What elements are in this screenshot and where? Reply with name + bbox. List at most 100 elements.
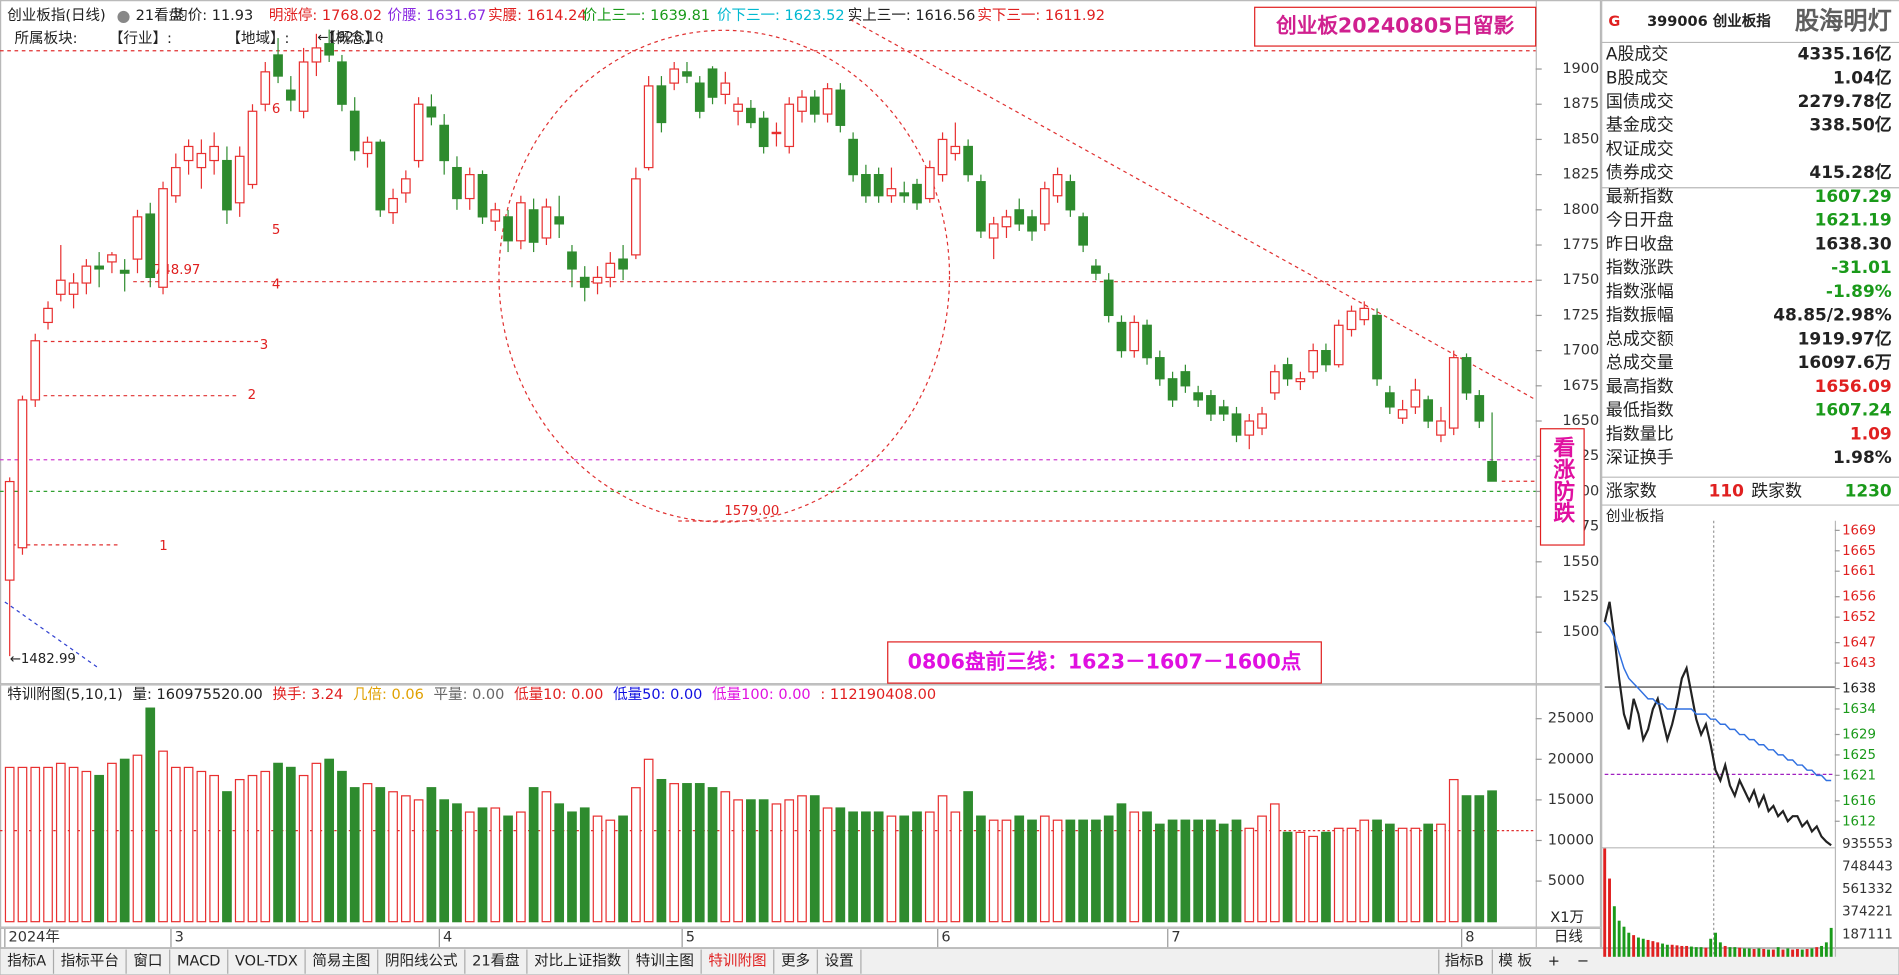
volume-bar	[694, 783, 705, 923]
info-label: 权证成交	[1606, 138, 1674, 158]
volume-bar	[950, 811, 961, 923]
info-label: 指数振幅	[1606, 305, 1674, 325]
volume-header-item: 量: 160975520.00	[133, 687, 263, 703]
period-label[interactable]: 日线	[1554, 928, 1583, 945]
advance-value: 110	[1709, 481, 1744, 501]
candle-body	[1078, 216, 1088, 246]
x-tick-label: 4	[443, 929, 452, 945]
y-tick-label: 1638	[1842, 682, 1876, 697]
toolbar-tab[interactable]: 对比上证指数	[534, 953, 622, 970]
toolbar-tab[interactable]: 特训主图	[636, 953, 694, 970]
annotation: ←1482.99	[10, 652, 76, 667]
y-tick-label: 1500	[1562, 624, 1599, 640]
candle-body	[618, 258, 628, 270]
info-label: 指数涨幅	[1606, 281, 1674, 301]
info-value: 4335.16亿	[1798, 44, 1892, 64]
intraday-volume-bar	[1795, 948, 1799, 957]
info-label: 最新指数	[1606, 186, 1674, 206]
volume-bar	[1461, 795, 1472, 923]
candle-body	[822, 88, 833, 115]
candle-body	[797, 96, 807, 112]
intraday-volume-bar	[1689, 946, 1693, 957]
candle-body	[950, 145, 961, 155]
candle-body	[1295, 378, 1306, 383]
volume-bar	[413, 799, 424, 923]
intraday-volume-bar	[1651, 941, 1655, 957]
toolbar-tab[interactable]: 模 板	[1498, 952, 1532, 970]
toolbar-tab[interactable]: 指标B	[1445, 953, 1484, 970]
info-value: 1.04亿	[1833, 67, 1892, 87]
intraday-volume-bar	[1786, 948, 1790, 957]
toolbar-tab[interactable]: 指标平台	[61, 953, 119, 970]
volume-bar	[937, 795, 948, 923]
y-tick-label: 1621	[1842, 768, 1876, 783]
volume-bar	[1142, 811, 1152, 923]
zoom-in[interactable]: +	[1548, 954, 1560, 970]
candle-body	[1346, 310, 1357, 331]
intraday-volume-bar	[1791, 949, 1795, 957]
toolbar-tab[interactable]: 指标A	[7, 953, 46, 970]
volume-bar	[298, 774, 309, 923]
toolbar-tab[interactable]: 更多	[781, 953, 810, 970]
candle-body	[1218, 406, 1229, 415]
volume-bar	[886, 815, 897, 923]
toolbar-tab[interactable]: 设置	[825, 953, 854, 970]
intraday-volume-bar	[1762, 948, 1766, 957]
y-tick-label: 1643	[1842, 656, 1876, 671]
volume-bar	[733, 799, 743, 923]
candle-body	[209, 145, 219, 162]
volume-bar	[81, 770, 92, 923]
candle-body	[1423, 399, 1434, 422]
intraday-volume-bar	[1776, 947, 1780, 957]
intraday-line	[1603, 601, 1832, 847]
volume-bar	[592, 815, 603, 923]
volume-bar	[567, 811, 577, 923]
volume-bar	[1065, 819, 1076, 923]
volume-bar	[1218, 823, 1229, 923]
toolbar-tab[interactable]: VOL-TDX	[235, 954, 298, 970]
volume-bar	[988, 819, 999, 923]
candle-body	[1257, 413, 1267, 429]
volume-bar	[1359, 819, 1370, 923]
candle-body	[349, 110, 360, 152]
volume-bar	[1410, 827, 1421, 923]
volume-bar	[132, 754, 143, 923]
volume-bar	[1180, 819, 1191, 923]
volume-bar	[183, 766, 194, 923]
volume-bar	[311, 762, 322, 923]
toolbar-tab[interactable]: 窗口	[133, 952, 162, 970]
y-tick-label: 1629	[1842, 728, 1876, 743]
candle-body	[554, 216, 565, 225]
toolbar-tab[interactable]: 阴阳线公式	[385, 953, 458, 970]
volume-bar	[707, 787, 718, 923]
volume-bar	[1346, 827, 1357, 923]
candle-body	[1193, 392, 1203, 401]
info-label: A股成交	[1606, 44, 1668, 64]
volume-bar	[17, 766, 28, 923]
toolbar-tab[interactable]: 简易主图	[312, 953, 370, 970]
stamp-note: 0806盘前三线：1623－1607－1600点	[908, 650, 1302, 674]
intraday-volume-bar	[1665, 944, 1669, 957]
watermark: 股海明灯	[1795, 7, 1892, 35]
volume-bar	[618, 815, 628, 923]
y-tick-label: 1656	[1842, 590, 1876, 605]
toolbar-tab[interactable]: 21看盘	[472, 952, 520, 970]
candle-body	[937, 138, 948, 176]
volume-bar	[1282, 831, 1293, 923]
candle-body	[1039, 188, 1050, 225]
volume-bar	[426, 787, 437, 923]
zoom-out[interactable]: −	[1577, 954, 1589, 970]
volume-bar	[1321, 831, 1331, 923]
header-item: 明涨停: 1768.02	[269, 7, 382, 24]
intraday-volume-bar	[1627, 932, 1631, 957]
intraday-volume-bar	[1747, 948, 1751, 957]
volume-bar	[1448, 778, 1459, 923]
volume-bar	[1116, 803, 1127, 923]
toolbar-tab[interactable]: 特训附图	[708, 953, 766, 970]
candle-body	[988, 223, 999, 239]
candle-body	[324, 43, 335, 56]
volume-bar	[1091, 819, 1101, 923]
sector-label: 所属板块:	[15, 29, 78, 47]
candle-body	[848, 138, 858, 176]
toolbar-tab[interactable]: MACD	[177, 954, 221, 970]
